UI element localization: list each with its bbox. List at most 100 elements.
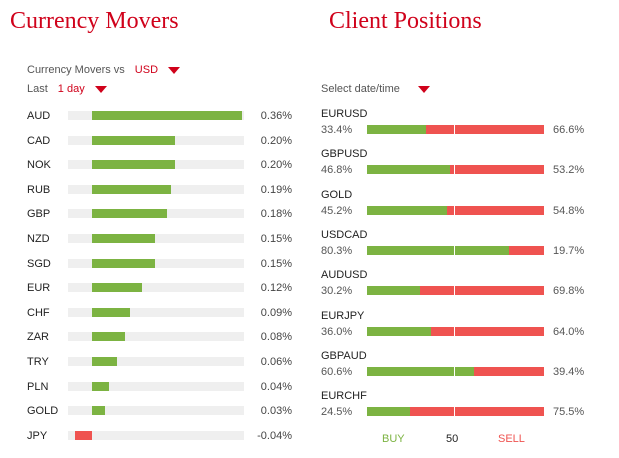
buy-percent: 30.2%	[321, 285, 353, 298]
sell-percent: 54.8%	[553, 204, 585, 217]
buy-percent: 45.2%	[321, 204, 353, 217]
date-time-label: Select date/time	[321, 83, 400, 95]
buy-segment	[367, 326, 431, 336]
sell-segment	[430, 326, 544, 336]
pair-name: EURJPY	[321, 309, 365, 322]
mover-percent: 0.18%	[260, 208, 292, 221]
sell-segment	[447, 205, 544, 215]
sell-segment	[426, 125, 544, 134]
buy-percent: 33.4%	[321, 124, 353, 136]
mover-percent: 0.20%	[260, 134, 292, 147]
legend-sell: SELL	[498, 433, 525, 445]
position-row: EURUSD 33.4% 66.6%	[321, 108, 601, 148]
pair-name: USDCAD	[321, 228, 368, 241]
mover-row: PLN 0.04%	[0, 376, 310, 400]
chevron-down-icon[interactable]	[417, 85, 430, 93]
sell-percent: 64.0%	[553, 325, 585, 338]
mover-percent: -0.04%	[257, 429, 292, 442]
currency-code: PLN	[27, 380, 49, 393]
midpoint-marker	[454, 123, 455, 136]
mover-bar-track	[68, 307, 244, 317]
mover-row: CHF 0.09%	[0, 302, 310, 326]
position-row: GBPAUD 60.6% 39.4%	[321, 350, 601, 390]
sentiment-bar	[367, 286, 544, 296]
midpoint-marker	[454, 243, 455, 257]
currency-code: TRY	[27, 356, 49, 368]
mover-percent: 0.20%	[260, 159, 292, 172]
currency-code: JPY	[27, 429, 48, 442]
buy-segment	[367, 245, 510, 255]
sentiment-bar	[367, 165, 544, 175]
pair-name: GOLD	[321, 188, 353, 201]
mover-row: SGD 0.15%	[0, 253, 310, 277]
mover-bar-track	[68, 184, 244, 194]
mover-row: CAD 0.20%	[0, 130, 310, 154]
buy-segment	[367, 125, 427, 134]
mover-percent: 0.15%	[260, 233, 292, 245]
sell-percent: 53.2%	[553, 164, 585, 177]
mover-bar	[92, 135, 176, 145]
midpoint-marker	[454, 324, 455, 338]
period-selector[interactable]: Last 1 day	[27, 83, 107, 95]
mover-bar-track	[68, 430, 244, 440]
mover-bar	[92, 332, 126, 342]
mover-bar	[92, 381, 109, 391]
chevron-down-icon[interactable]	[94, 85, 107, 93]
buy-segment	[367, 286, 421, 296]
mover-percent: 0.06%	[260, 356, 292, 368]
mover-row: GOLD 0.03%	[0, 400, 310, 424]
date-time-selector[interactable]: Select date/time	[321, 83, 430, 95]
mover-bar	[92, 357, 117, 366]
mover-bar-track	[68, 258, 244, 268]
buy-segment	[367, 407, 411, 417]
period-value: 1 day	[57, 83, 85, 95]
currency-code: GBP	[27, 208, 51, 221]
midpoint-marker	[454, 405, 455, 419]
mover-row: GBP 0.18%	[0, 203, 310, 227]
period-label: Last	[27, 83, 48, 95]
currency-code: CAD	[27, 134, 51, 147]
position-row: EURJPY 36.0% 64.0%	[321, 310, 601, 350]
mover-bar	[92, 283, 142, 293]
mover-bar-track	[68, 283, 244, 293]
sentiment-bar	[367, 366, 544, 376]
position-row: USDCAD 80.3% 19.7%	[321, 229, 601, 269]
sell-percent: 39.4%	[553, 365, 585, 378]
mover-bar	[92, 209, 167, 219]
mover-percent: 0.19%	[260, 183, 292, 196]
buy-percent: 36.0%	[321, 325, 353, 338]
sentiment-bar	[367, 205, 544, 215]
mover-bar	[92, 184, 172, 194]
chevron-down-icon[interactable]	[168, 66, 181, 74]
mover-bar	[92, 160, 176, 170]
mover-percent: 0.15%	[260, 257, 292, 270]
currency-code: GOLD	[27, 405, 59, 418]
mover-row: JPY -0.04%	[0, 425, 310, 449]
mover-bar-track	[68, 160, 244, 170]
currency-code: RUB	[27, 183, 51, 196]
sell-segment	[410, 407, 544, 417]
mover-bar	[75, 430, 92, 440]
mover-percent: 0.03%	[260, 405, 292, 418]
buy-segment	[367, 165, 450, 175]
page-title: Currency Movers	[10, 8, 179, 34]
sell-percent: 69.8%	[553, 285, 585, 298]
currency-code: NZD	[27, 233, 50, 245]
mover-row: RUB 0.19%	[0, 179, 310, 203]
mover-row: EUR 0.12%	[0, 277, 310, 301]
sell-segment	[509, 245, 544, 255]
buy-percent: 60.6%	[321, 365, 353, 378]
currency-base-selector[interactable]: Currency Movers vs USD	[27, 64, 181, 76]
currency-code: CHF	[27, 306, 50, 319]
mover-bar-track	[68, 406, 244, 416]
base-value: USD	[134, 64, 159, 76]
legend-buy: BUY	[382, 433, 405, 445]
currency-code: SGD	[27, 257, 51, 270]
midpoint-marker	[454, 364, 455, 378]
mover-row: AUD 0.36%	[0, 105, 310, 129]
sell-percent: 75.5%	[553, 406, 585, 419]
mover-bar-track	[68, 209, 244, 219]
midpoint-marker	[454, 163, 455, 177]
mover-percent: 0.04%	[260, 380, 292, 393]
sentiment-bar	[367, 326, 544, 336]
